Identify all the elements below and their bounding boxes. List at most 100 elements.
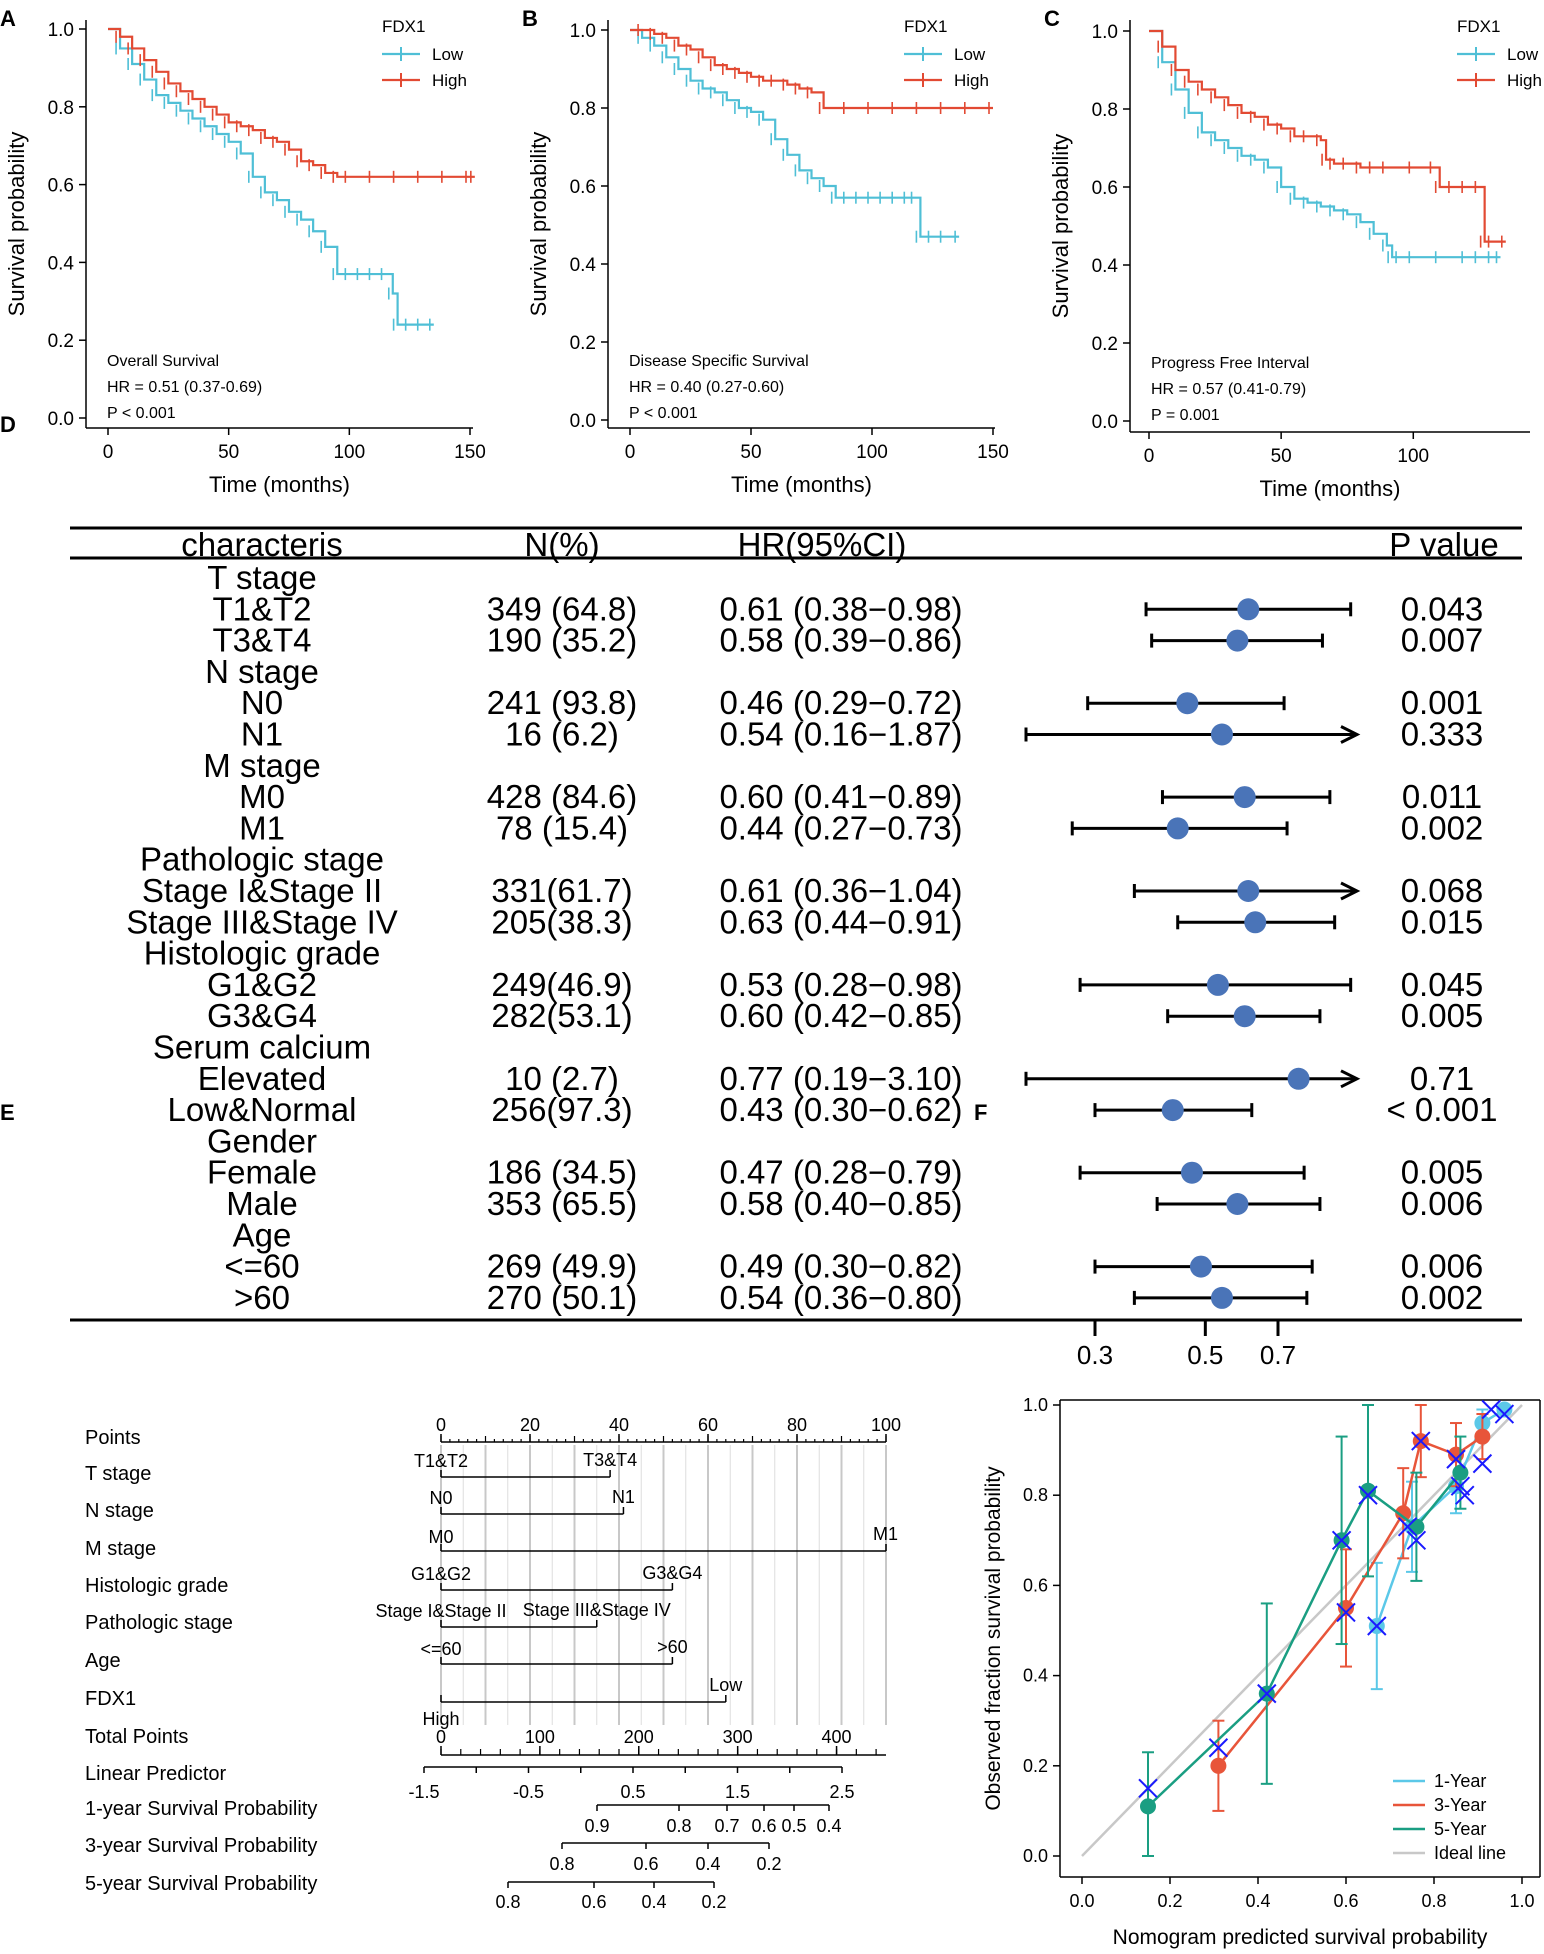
total-points-tick-label: 400 — [822, 1727, 852, 1747]
y-tick-label: 0.6 — [1023, 1575, 1048, 1595]
panel-letter-d: D — [0, 412, 16, 437]
nomogram-row-label: FDX1 — [85, 1688, 136, 1710]
legend-label-low: Low — [432, 45, 464, 64]
y-axis-label: Survival probability — [1048, 134, 1073, 319]
nomogram-level-label: <=60 — [420, 1639, 461, 1659]
survival-scale-tick-label: 0.5 — [781, 1816, 806, 1836]
nomogram-row-label: 1-year Survival Probability — [85, 1798, 317, 1820]
forest-axis-tick-label: 0.7 — [1260, 1340, 1296, 1370]
p-value: 0.005 — [1401, 997, 1484, 1034]
km-annotation: P < 0.001 — [629, 405, 698, 422]
n-percent-value: 353 (65.5) — [487, 1185, 637, 1222]
subgroup-label: G1&G2 — [207, 966, 317, 1003]
points-tick-label: 60 — [698, 1415, 718, 1435]
km-plot-c: 0.0 0.2 0.4 0.6 0.8 1.0 0 50 100 Time (months) Sur… — [1048, 17, 1542, 501]
y-tick-label: 0.6 — [570, 177, 596, 198]
y-tick-label: 0.4 — [570, 255, 597, 276]
hr-point — [1233, 1005, 1256, 1028]
survival-scale-tick-label: 0.2 — [756, 1854, 781, 1874]
survival-scale-tick-label: 0.6 — [751, 1816, 776, 1836]
linear-predictor-tick-label: 0.5 — [620, 1782, 645, 1802]
header-p-value: P value — [1389, 526, 1498, 563]
survival-scale-tick-label: 0.6 — [633, 1854, 658, 1874]
km-curve-low — [1149, 29, 1501, 259]
x-tick-label: 50 — [740, 442, 761, 463]
n-percent-value: 190 (35.2) — [487, 622, 637, 659]
group-label: T stage — [207, 559, 316, 596]
p-value: 0.71 — [1410, 1060, 1474, 1097]
group-label: N stage — [205, 653, 319, 690]
calibration-point — [1360, 1482, 1376, 1499]
n-percent-value: 78 (15.4) — [496, 809, 628, 846]
calibration-point — [1474, 1428, 1491, 1445]
km-curve-high — [1149, 29, 1506, 243]
km-annotation: HR = 0.40 (0.27-0.60) — [629, 379, 784, 396]
legend-label: 5-Year — [1434, 1819, 1486, 1839]
hr-ci-value: 0.63 (0.44−0.91) — [719, 903, 962, 940]
hr-ci-value: 0.49 (0.30−0.82) — [719, 1248, 962, 1285]
bias-corrected-cross — [1257, 1683, 1277, 1704]
hr-point — [1233, 786, 1256, 809]
km-annotation: HR = 0.51 (0.37-0.69) — [107, 379, 262, 396]
legend-label-low: Low — [1507, 45, 1539, 64]
nomogram-level-label: Stage III&Stage IV — [523, 1600, 671, 1620]
subgroup-label: N1 — [241, 716, 283, 753]
n-percent-value: 205(38.3) — [491, 903, 632, 940]
hr-point — [1287, 1067, 1310, 1090]
x-tick-label: 100 — [856, 442, 888, 463]
bias-corrected-cross — [1367, 1616, 1387, 1636]
total-points-tick-label: 0 — [436, 1727, 446, 1747]
n-percent-value: 349 (64.8) — [487, 590, 637, 627]
calibration-point — [1408, 1518, 1425, 1535]
legend-title: FDX1 — [904, 17, 947, 36]
subgroup-label: Low&Normal — [168, 1091, 357, 1128]
bias-corrected-cross — [1358, 1485, 1378, 1505]
legend-label: 1-Year — [1434, 1771, 1486, 1791]
p-value: 0.002 — [1401, 1279, 1484, 1316]
subgroup-label: M1 — [239, 809, 285, 846]
y-tick-label: 0.0 — [48, 409, 74, 430]
calibration-point — [1210, 1757, 1227, 1774]
y-tick-label: 0.2 — [1092, 334, 1118, 355]
y-tick-label: 0.6 — [48, 176, 74, 197]
hr-ci-value: 0.47 (0.28−0.79) — [719, 1154, 962, 1191]
legend-title: FDX1 — [1457, 17, 1500, 36]
n-percent-value: 249(46.9) — [491, 966, 632, 1003]
legend-label: 3-Year — [1434, 1795, 1486, 1815]
y-axis-label: Survival probability — [4, 132, 29, 317]
p-value: < 0.001 — [1386, 1091, 1497, 1128]
panel-letter-a: A — [0, 6, 16, 31]
x-tick-label: 0.4 — [1245, 1891, 1270, 1911]
bias-corrected-cross — [1446, 1449, 1466, 1469]
n-percent-value: 256(97.3) — [491, 1091, 632, 1128]
group-label: Histologic grade — [144, 935, 381, 972]
y-tick-label: 0.2 — [570, 333, 596, 354]
total-points-tick-label: 100 — [525, 1727, 555, 1747]
subgroup-label: Stage III&Stage IV — [126, 903, 398, 940]
n-percent-value: 428 (84.6) — [487, 778, 637, 815]
legend-label: Ideal line — [1434, 1843, 1506, 1863]
nomogram-row-label: Total Points — [85, 1726, 188, 1748]
points-tick-label: 40 — [609, 1415, 629, 1435]
hr-ci-value: 0.54 (0.16−1.87) — [719, 716, 962, 753]
km-annotation: P < 0.001 — [107, 405, 176, 422]
calibration-point — [1496, 1401, 1513, 1418]
km-curve-low — [630, 28, 960, 238]
hr-point — [1176, 692, 1199, 715]
nomogram-row-label: T stage — [85, 1463, 151, 1485]
hr-point — [1237, 880, 1260, 902]
bias-corrected-cross — [1397, 1517, 1418, 1537]
hr-point — [1166, 817, 1189, 840]
y-tick-label: 1.0 — [1023, 1395, 1048, 1415]
p-value: 0.006 — [1401, 1248, 1484, 1285]
header-hr: HR(95%CI) — [738, 526, 907, 563]
n-percent-value: 269 (49.9) — [487, 1248, 637, 1285]
x-axis-label: Time (months) — [1260, 476, 1401, 501]
group-label: Age — [233, 1216, 292, 1253]
n-percent-value: 282(53.1) — [491, 997, 632, 1034]
bias-corrected-cross — [1406, 1530, 1427, 1551]
km-plot-a: 0.0 0.2 0.4 0.6 0.8 1.0 0 50 100 150 Time (months)… — [4, 17, 486, 497]
subgroup-label: Elevated — [198, 1060, 326, 1097]
hr-ci-value: 0.46 (0.29−0.72) — [719, 684, 962, 721]
hr-point — [1210, 1286, 1233, 1309]
